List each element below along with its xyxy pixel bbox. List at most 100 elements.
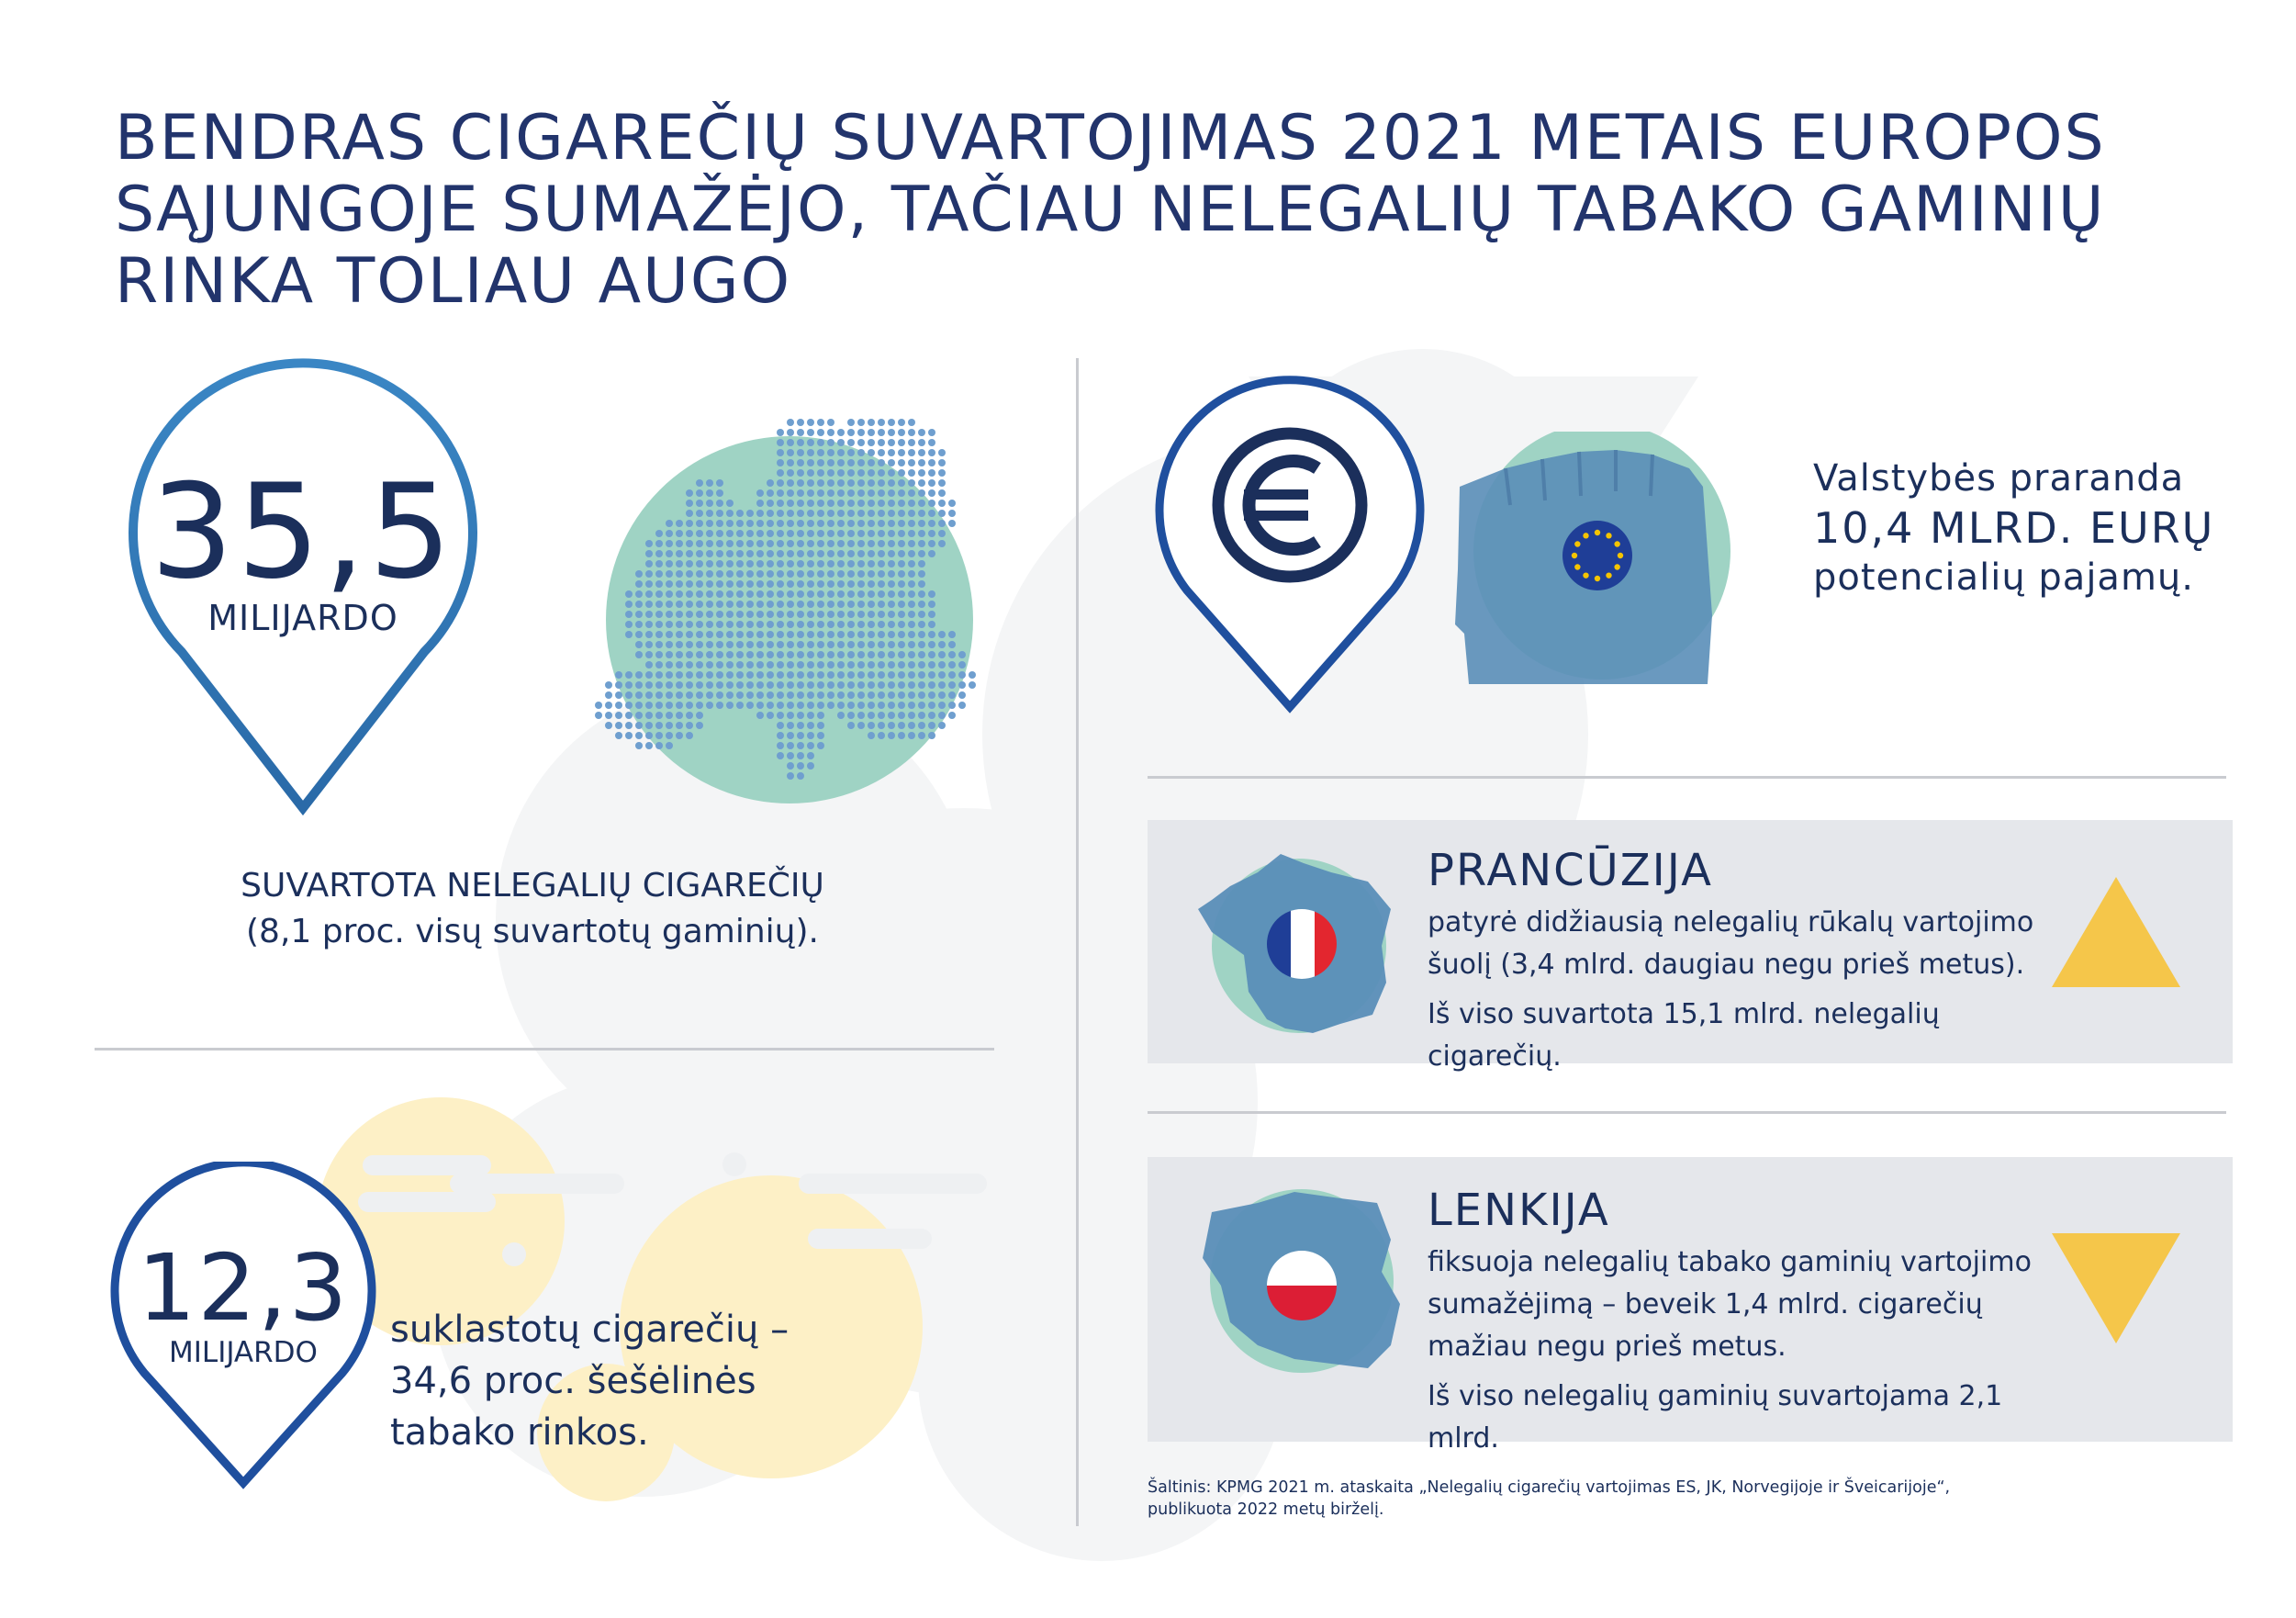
map-dot [857, 641, 865, 648]
map-dot [696, 722, 703, 729]
map-dot [857, 722, 865, 729]
map-dot [676, 560, 683, 567]
smoke-pills [358, 1152, 987, 1266]
map-dot [878, 520, 885, 527]
map-dot [857, 560, 865, 567]
map-dot [686, 580, 693, 588]
map-dot [847, 641, 855, 648]
map-dot [706, 590, 713, 598]
map-dot [827, 449, 834, 456]
map-dot [746, 702, 754, 709]
map-dot [827, 631, 834, 638]
map-dot [817, 479, 824, 487]
map-dot [817, 611, 824, 618]
map-dot [958, 651, 966, 658]
map-dot [807, 651, 814, 658]
map-dot [635, 570, 643, 578]
map-dot [756, 500, 764, 507]
map-dot [958, 661, 966, 669]
map-dot [928, 429, 935, 436]
map-dot [868, 580, 875, 588]
map-dot [666, 661, 673, 669]
map-dot [797, 590, 804, 598]
map-dot [898, 489, 905, 497]
map-dot [605, 712, 612, 719]
map-dot [938, 520, 946, 527]
map-dot [878, 489, 885, 497]
map-dot [666, 681, 673, 689]
map-dot [777, 479, 784, 487]
poland-flag-icon [1267, 1251, 1337, 1320]
map-dot [817, 631, 824, 638]
map-dot [827, 489, 834, 497]
map-dot [635, 601, 643, 608]
map-dot [847, 651, 855, 658]
map-dot [797, 429, 804, 436]
map-dot [898, 611, 905, 618]
map-dot [908, 479, 915, 487]
map-dot [736, 621, 744, 628]
map-dot [666, 570, 673, 578]
map-dot [726, 580, 734, 588]
map-dot [898, 540, 905, 547]
map-dot [797, 510, 804, 517]
map-dot [777, 489, 784, 497]
map-dot [716, 651, 723, 658]
map-dot [746, 601, 754, 608]
map-dot [888, 621, 895, 628]
eu-star-icon [1614, 541, 1620, 547]
map-dot [878, 712, 885, 719]
map-dot [898, 479, 905, 487]
map-dot [857, 540, 865, 547]
map-dot [908, 651, 915, 658]
map-dot [676, 681, 683, 689]
map-dot [868, 590, 875, 598]
map-dot [676, 570, 683, 578]
map-dot [706, 631, 713, 638]
map-dot [726, 540, 734, 547]
map-dot [756, 661, 764, 669]
map-dot [857, 429, 865, 436]
map-dot [777, 500, 784, 507]
map-dot [918, 641, 925, 648]
map-dot [908, 530, 915, 537]
map-dot [817, 540, 824, 547]
map-dot [666, 702, 673, 709]
revenue-loss-text: Valstybės praranda 10,4 MLRD. EURŲ poten… [1813, 457, 2215, 599]
map-dot [716, 621, 723, 628]
map-dot [847, 681, 855, 689]
map-dot [777, 510, 784, 517]
map-dot [655, 631, 663, 638]
map-dot [817, 722, 824, 729]
map-dot [686, 520, 693, 527]
map-dot [928, 601, 935, 608]
map-dot [635, 611, 643, 618]
map-dot [847, 550, 855, 557]
map-dot [767, 479, 774, 487]
map-dot [787, 712, 794, 719]
map-dot [635, 631, 643, 638]
map-dot [777, 621, 784, 628]
map-dot [777, 712, 784, 719]
map-dot [857, 702, 865, 709]
map-dot [817, 691, 824, 699]
map-dot [807, 540, 814, 547]
map-dot [868, 459, 875, 466]
map-dot [716, 631, 723, 638]
map-dot [847, 500, 855, 507]
map-dot [666, 520, 673, 527]
map-dot [777, 631, 784, 638]
map-dot [696, 651, 703, 658]
map-dot [857, 439, 865, 446]
map-dot [726, 651, 734, 658]
map-dot [857, 449, 865, 456]
map-dot [797, 681, 804, 689]
map-dot [746, 520, 754, 527]
map-dot [837, 651, 845, 658]
map-dot [948, 661, 956, 669]
map-dot [706, 621, 713, 628]
map-dot [797, 580, 804, 588]
map-dot [857, 489, 865, 497]
map-dot [655, 732, 663, 739]
map-dot [686, 661, 693, 669]
